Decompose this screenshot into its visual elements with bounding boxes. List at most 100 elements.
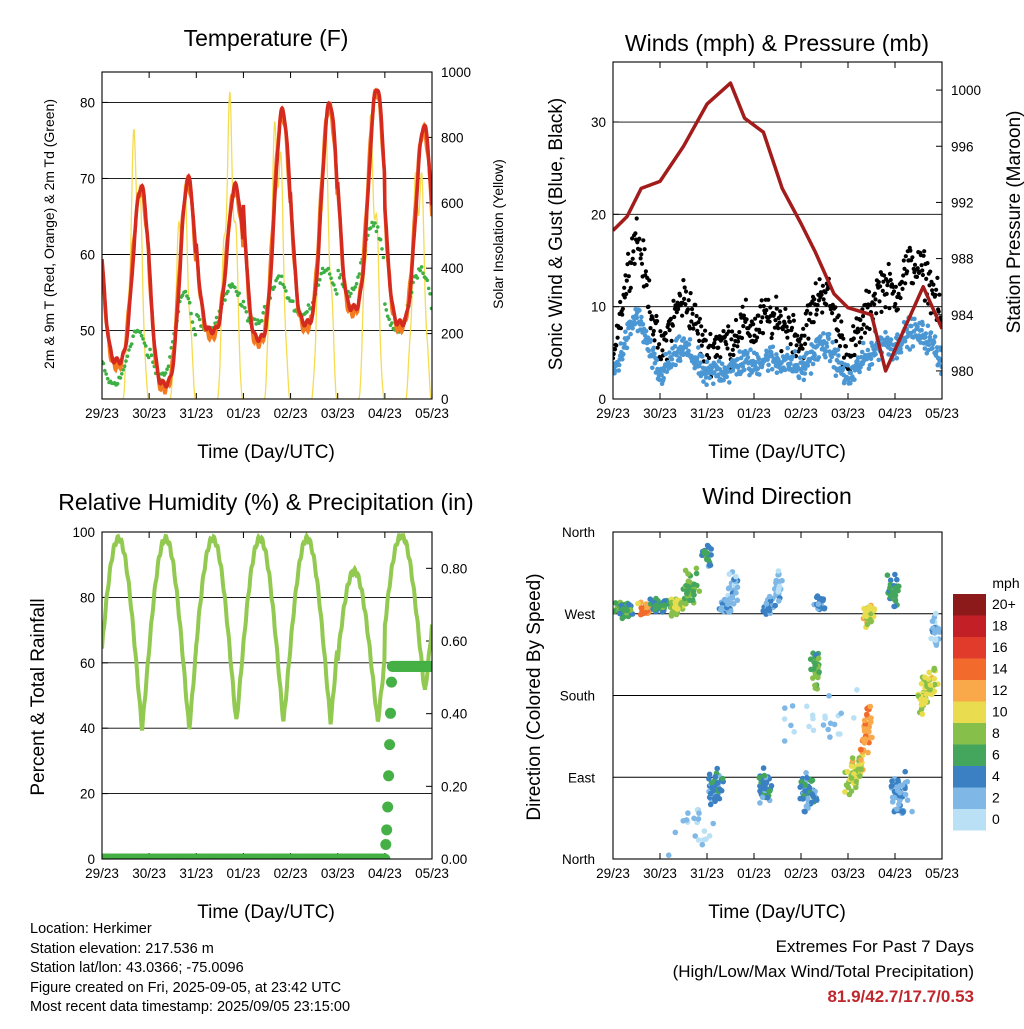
dewpoint-point — [144, 344, 148, 348]
direction-point — [647, 596, 653, 602]
gust-point — [769, 335, 774, 341]
direction-point — [757, 800, 763, 806]
wind-point — [852, 377, 857, 382]
y-tick-label: North — [562, 852, 595, 867]
gust-point — [901, 273, 906, 278]
wind-point — [919, 327, 924, 333]
direction-point — [820, 722, 827, 728]
direction-point — [807, 656, 814, 662]
gust-point — [647, 310, 652, 315]
direction-point — [848, 775, 855, 781]
y-tick-label: 60 — [80, 248, 95, 263]
direction-point — [804, 703, 810, 710]
direction-point — [714, 780, 721, 786]
rain-point — [385, 707, 396, 719]
direction-point — [789, 703, 796, 709]
wind-point — [826, 336, 831, 342]
direction-point — [719, 775, 726, 782]
gust-point — [658, 329, 663, 334]
dewpoint-point — [390, 321, 394, 325]
direction-point — [930, 625, 936, 631]
y-tick-label: South — [560, 689, 595, 704]
gust-point — [714, 353, 720, 358]
direction-point — [863, 613, 870, 620]
dewpoint-point — [318, 277, 322, 282]
gust-point — [689, 319, 694, 324]
direction-point — [781, 716, 788, 722]
direction-point — [704, 556, 710, 562]
direction-point — [803, 770, 809, 776]
direction-point — [791, 729, 797, 735]
direction-point — [804, 774, 810, 781]
dewpoint-point — [277, 274, 281, 278]
gust-point — [767, 319, 772, 324]
gust-point — [791, 318, 797, 323]
direction-point — [931, 667, 937, 673]
dewpoint-point — [241, 299, 246, 304]
dewpoint-point — [190, 320, 195, 324]
wind-point — [673, 362, 678, 368]
direction-point — [929, 618, 936, 624]
wind-point — [848, 380, 853, 386]
gust-point — [921, 253, 926, 258]
gust-point — [699, 324, 704, 329]
direction-point — [822, 713, 828, 719]
direction-point — [696, 810, 702, 816]
y-tick-label: 0 — [598, 392, 606, 407]
legend-label: 4 — [992, 768, 1000, 784]
gust-point — [933, 292, 938, 298]
gust-point — [817, 277, 822, 282]
direction-point — [707, 801, 714, 808]
gust-point — [682, 285, 687, 290]
y2-tick-label: 980 — [951, 364, 974, 379]
direction-point — [706, 776, 712, 782]
dewpoint-point — [305, 310, 309, 314]
gust-point — [927, 283, 932, 288]
y2-tick-label: 984 — [951, 308, 974, 323]
gust-point — [681, 278, 686, 283]
direction-point — [767, 788, 773, 794]
gust-point — [688, 291, 693, 296]
direction-point — [866, 729, 872, 735]
dewpoint-point — [255, 318, 260, 322]
direction-point — [827, 734, 833, 740]
direction-point — [887, 585, 893, 591]
wind-point — [707, 375, 712, 381]
dewpoint-point — [187, 300, 192, 305]
gust-point — [821, 297, 826, 302]
wind-point — [700, 353, 705, 359]
rain-point — [380, 839, 392, 850]
wind-point — [654, 357, 660, 363]
wind-point — [910, 344, 916, 349]
gust-point — [905, 269, 910, 274]
wind-point — [816, 355, 822, 360]
wind-point — [883, 329, 888, 335]
direction-point — [776, 598, 782, 604]
y-tick-label: East — [568, 770, 595, 785]
wind-point — [796, 375, 802, 381]
gust-point — [751, 322, 756, 327]
gust-point — [799, 343, 804, 348]
wind-point — [770, 344, 776, 350]
wind-point — [866, 366, 872, 372]
y-tick-label: 60 — [80, 656, 95, 671]
direction-point — [712, 774, 718, 780]
direction-point — [871, 607, 877, 614]
wind-point — [818, 334, 823, 339]
dewpoint-point — [115, 381, 120, 386]
wind-point — [719, 361, 725, 367]
dewpoint-point — [336, 268, 341, 273]
direction-point — [680, 818, 686, 824]
dewpoint-point — [240, 304, 244, 308]
direction-point — [812, 662, 818, 669]
gust-point — [740, 304, 745, 309]
gust-point — [728, 352, 733, 357]
dewpoint-point — [320, 266, 325, 271]
direction-point — [695, 816, 702, 822]
x-tick-label: 05/23 — [925, 866, 959, 881]
wind-point — [805, 363, 811, 368]
dewpoint-point — [127, 348, 131, 352]
gust-point — [741, 324, 746, 329]
gust-point — [655, 345, 660, 350]
direction-point — [800, 796, 806, 802]
